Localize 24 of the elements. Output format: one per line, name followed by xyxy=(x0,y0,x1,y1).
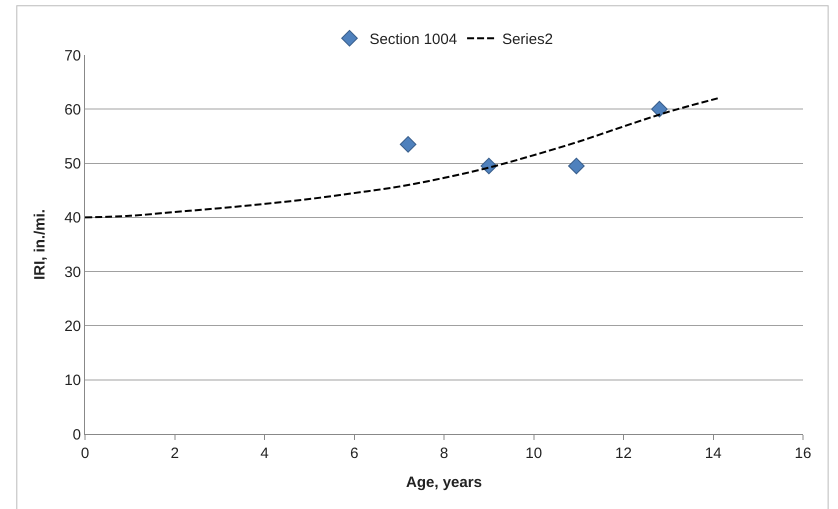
x-tick-label: 16 xyxy=(794,445,812,462)
x-tick-label: 2 xyxy=(170,445,179,462)
y-tick-label: 0 xyxy=(72,426,81,444)
x-tick-label: 8 xyxy=(440,445,448,462)
y-tick-label: 60 xyxy=(64,101,81,118)
y-axis-title: IRI, in./mi. xyxy=(32,209,49,280)
y-tick-label: 40 xyxy=(64,210,81,227)
x-tick-label: 6 xyxy=(350,445,358,462)
point xyxy=(651,100,668,118)
point xyxy=(400,136,416,153)
x-tick-label: 10 xyxy=(525,445,542,462)
x-tick-label: 14 xyxy=(704,445,722,462)
x-axis-title: Age, years xyxy=(406,474,482,491)
y-tick-label: 10 xyxy=(64,372,81,390)
legend-label: Section 1004 xyxy=(370,31,458,48)
legend-label: Series2 xyxy=(502,31,553,48)
y-tick-label: 50 xyxy=(64,156,81,173)
x-tick-label: 12 xyxy=(615,445,632,462)
y-tick-label: 30 xyxy=(64,264,81,281)
x-tick-label: 4 xyxy=(260,445,269,462)
y-tick-label: 70 xyxy=(64,47,81,64)
y-tick-label: 20 xyxy=(64,318,81,335)
point xyxy=(568,158,585,174)
line-series xyxy=(85,97,719,218)
